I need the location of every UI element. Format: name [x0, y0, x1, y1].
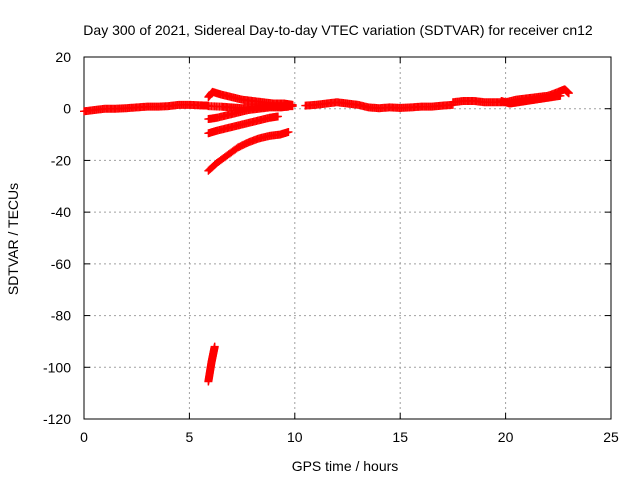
y-axis-tick-labels: 20 0 -20 -40 -60 -80 -100 -120 — [43, 49, 71, 427]
y-tick-label: -60 — [51, 256, 71, 272]
y-tick-label: -120 — [43, 411, 71, 427]
x-tick-label: 20 — [498, 429, 514, 445]
data-series-group — [204, 342, 219, 386]
x-axis-label: GPS time / hours — [292, 458, 399, 474]
x-tick-label: 5 — [186, 429, 194, 445]
y-tick-label: 0 — [63, 101, 71, 117]
y-tick-label: -20 — [51, 152, 71, 168]
x-tick-label: 0 — [80, 429, 88, 445]
data-point-marker — [284, 102, 293, 111]
data-point-marker — [284, 127, 293, 136]
data-point-marker — [556, 91, 565, 100]
data-series — [80, 85, 573, 386]
x-tick-label: 10 — [287, 429, 303, 445]
data-series-group — [204, 127, 293, 175]
x-axis-tick-labels: 0 5 10 15 20 25 — [80, 429, 619, 445]
grid-lines — [84, 57, 611, 419]
chart-title: Day 300 of 2021, Sidereal Day-to-day VTE… — [83, 22, 593, 38]
plot-frame — [83, 56, 612, 420]
data-point-marker — [210, 342, 219, 351]
data-series-group — [80, 100, 213, 116]
y-axis-label: SDTVAR / TECUs — [5, 183, 21, 295]
data-series-group — [204, 102, 293, 124]
data-point-marker — [564, 89, 573, 98]
y-tick-label: -100 — [43, 359, 71, 375]
x-tick-label: 15 — [392, 429, 408, 445]
data-series-group — [301, 98, 457, 113]
y-tick-label: 20 — [55, 49, 71, 65]
x-tick-label: 25 — [603, 429, 619, 445]
data-series-group — [497, 91, 565, 108]
y-tick-label: -40 — [51, 204, 71, 220]
y-tick-label: -80 — [51, 308, 71, 324]
data-series-group — [204, 112, 282, 138]
axis-ticks — [83, 56, 612, 420]
data-point-marker — [273, 112, 282, 121]
